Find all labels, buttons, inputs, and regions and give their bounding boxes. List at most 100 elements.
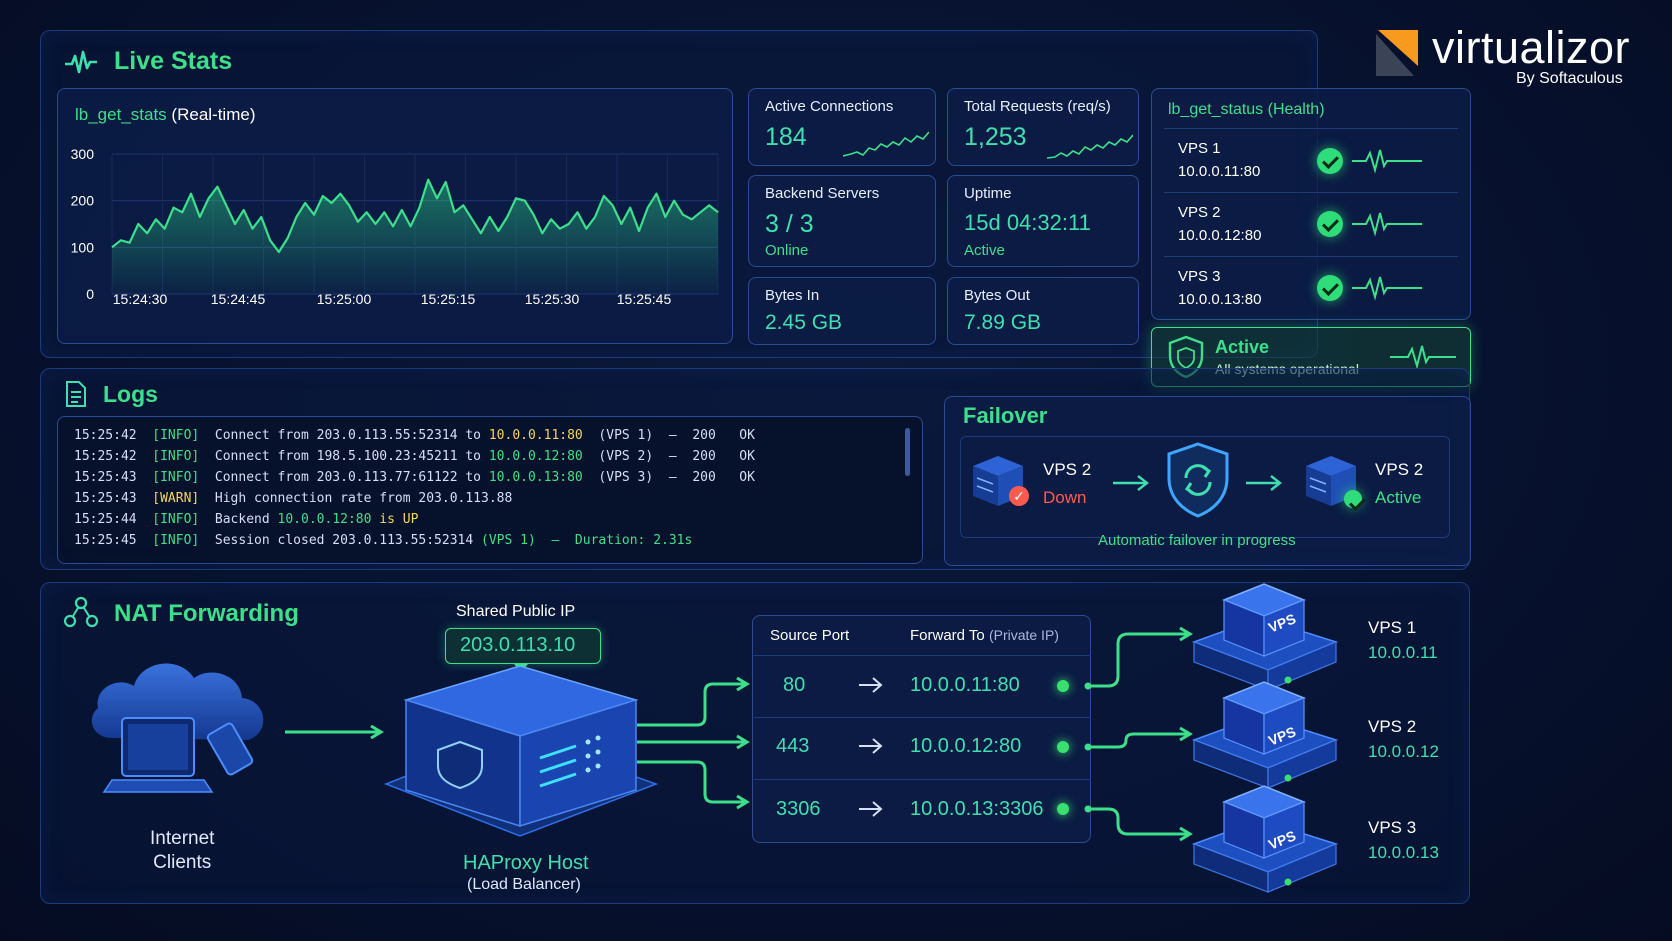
server-icon bbox=[973, 456, 1023, 506]
health-title: lb_get_status (Health) bbox=[1168, 101, 1325, 118]
arrow-right-icon bbox=[285, 724, 384, 740]
vps-server-icon bbox=[1191, 583, 1339, 691]
uptime-card bbox=[947, 175, 1139, 267]
table-divider bbox=[752, 779, 1091, 780]
uptime-label: Uptime bbox=[964, 185, 1012, 202]
clients-label-line1: Internet bbox=[150, 828, 215, 849]
log-level: [INFO] bbox=[152, 533, 200, 548]
logs-title: Logs bbox=[103, 381, 158, 407]
chart-y-tick: 300 bbox=[71, 146, 95, 162]
backend-servers-status: Online bbox=[765, 242, 809, 259]
log-ip: 10.0.0.12:80 bbox=[277, 512, 372, 527]
health-server-name: VPS 1 bbox=[1178, 140, 1221, 157]
server-icon bbox=[1306, 456, 1356, 506]
uptime-status: Active bbox=[964, 242, 1005, 259]
health-server-name: VPS 3 bbox=[1178, 268, 1221, 285]
log-msg-tail: is UP bbox=[371, 512, 419, 527]
failover-to-name: VPS 2 bbox=[1375, 460, 1424, 479]
brand-name: virtualizor bbox=[1432, 22, 1631, 73]
log-msg: Connect from 198.5.100.23:45211 to bbox=[214, 449, 489, 464]
log-level: [WARN] bbox=[152, 491, 200, 506]
nat-rule-target: 10.0.0.13:3306 bbox=[910, 798, 1044, 820]
log-ip: 10.0.0.12:80 bbox=[488, 449, 583, 464]
host-label: HAProxy Host bbox=[463, 852, 589, 874]
log-msg: High connection rate from 203.0.113.88 bbox=[214, 491, 513, 506]
shield-refresh-icon bbox=[1167, 442, 1229, 518]
log-line: 15:25:45 [INFO] Session closed 203.0.113… bbox=[74, 533, 692, 548]
clients-label: Internet Clients bbox=[150, 828, 214, 874]
arrow-right-icon bbox=[1113, 475, 1149, 491]
chart-y-tick: 100 bbox=[71, 239, 95, 255]
health-row: VPS 2 10.0.0.12:80 bbox=[1178, 204, 1261, 244]
log-scrollbar[interactable] bbox=[905, 428, 910, 476]
heartbeat-icon bbox=[1352, 212, 1422, 237]
health-row: VPS 3 10.0.0.13:80 bbox=[1178, 268, 1261, 308]
arrow-right-icon bbox=[859, 801, 883, 817]
vps-routing-lines bbox=[1084, 626, 1193, 842]
bytes-in-card bbox=[748, 277, 936, 345]
check-icon bbox=[1344, 490, 1362, 508]
bytes-out-value: 7.89 GB bbox=[964, 311, 1042, 334]
log-line: 15:25:42 [INFO] Connect from 203.0.113.5… bbox=[74, 428, 755, 443]
chart-mode: (Real-time) bbox=[171, 105, 256, 124]
log-msg: Connect from 203.0.113.77:61122 to bbox=[214, 470, 489, 485]
health-divider bbox=[1164, 192, 1458, 193]
failover-title: Failover bbox=[963, 403, 1048, 428]
vps-server-icon bbox=[1191, 785, 1339, 893]
failover-note: Automatic failover in progress bbox=[1098, 532, 1296, 549]
log-level: [INFO] bbox=[152, 449, 200, 464]
status-dot bbox=[1057, 803, 1069, 815]
chart-x-tick: 15:25:00 bbox=[317, 291, 372, 307]
col-header-forward: Forward To (Private IP) bbox=[910, 627, 1059, 644]
virtualizor-logo-mark bbox=[1376, 30, 1418, 76]
log-msg: Session closed 203.0.113.55:52314 bbox=[214, 533, 482, 548]
cloud-devices-icon bbox=[91, 663, 264, 793]
bytes-out-label: Bytes Out bbox=[964, 287, 1030, 304]
arrow-right-icon bbox=[859, 677, 883, 693]
bytes-in-label: Bytes In bbox=[765, 287, 820, 304]
col-header-source: Source Port bbox=[770, 627, 850, 644]
heartbeat-icon bbox=[1390, 345, 1456, 370]
chart-y-tick: 200 bbox=[71, 193, 95, 209]
requests-sparkline bbox=[1047, 134, 1133, 159]
health-server-addr: 10.0.0.13:80 bbox=[1178, 291, 1262, 308]
check-icon bbox=[1317, 211, 1343, 237]
health-server-addr: 10.0.0.11:80 bbox=[1178, 163, 1261, 180]
total-requests-label: Total Requests (req/s) bbox=[964, 98, 1111, 115]
pulse-icon bbox=[65, 50, 97, 74]
log-msg-tail: (VPS 2) – 200 OK bbox=[582, 449, 755, 464]
log-ip: 10.0.0.13:80 bbox=[488, 470, 583, 485]
active-connections-card bbox=[748, 88, 936, 166]
table-divider bbox=[752, 655, 1091, 656]
document-icon bbox=[66, 381, 86, 407]
chart-x-tick: 15:25:15 bbox=[421, 291, 476, 307]
col-header-forward-sub: (Private IP) bbox=[988, 627, 1059, 643]
health-divider bbox=[1164, 256, 1458, 257]
log-msg-tail: (VPS 1) – 200 OK bbox=[582, 428, 755, 443]
log-msg: Backend bbox=[214, 512, 278, 527]
live-stats-title: Live Stats bbox=[114, 47, 233, 75]
uptime-value: 15d 04:32:11 bbox=[964, 210, 1091, 235]
haproxy-server-icon bbox=[383, 666, 659, 837]
log-msg: Connect from 203.0.113.55:52314 to bbox=[214, 428, 489, 443]
log-line: 15:25:43 [INFO] Connect from 203.0.113.7… bbox=[74, 470, 755, 485]
log-level: [INFO] bbox=[152, 470, 200, 485]
arrow-right-icon bbox=[859, 738, 883, 754]
arrow-right-icon bbox=[1246, 475, 1282, 491]
log-line: 15:25:42 [INFO] Connect from 198.5.100.2… bbox=[74, 449, 755, 464]
backend-servers-value: 3 / 3 bbox=[765, 210, 814, 238]
log-line: 15:25:43 [WARN] High connection rate fro… bbox=[74, 491, 512, 506]
backend-servers-card bbox=[748, 175, 936, 267]
log-time: 15:25:45 bbox=[74, 533, 137, 548]
log-time: 15:25:43 bbox=[74, 491, 137, 506]
shared-ip-value: 203.0.113.10 bbox=[460, 634, 576, 656]
chart-x-tick: 15:25:45 bbox=[617, 291, 672, 307]
vps-ip: 10.0.0.13 bbox=[1368, 843, 1439, 862]
log-msg-tail: (VPS 1) – Duration: 2.31s bbox=[481, 533, 693, 548]
clients-label-line2: Clients bbox=[153, 852, 212, 873]
active-connections-label: Active Connections bbox=[765, 98, 894, 115]
host-routing-lines bbox=[637, 676, 750, 810]
chart-x-tick: 15:25:30 bbox=[525, 291, 580, 307]
log-msg-tail: (VPS 3) – 200 OK bbox=[582, 470, 755, 485]
nat-rule-target: 10.0.0.11:80 bbox=[910, 674, 1020, 696]
